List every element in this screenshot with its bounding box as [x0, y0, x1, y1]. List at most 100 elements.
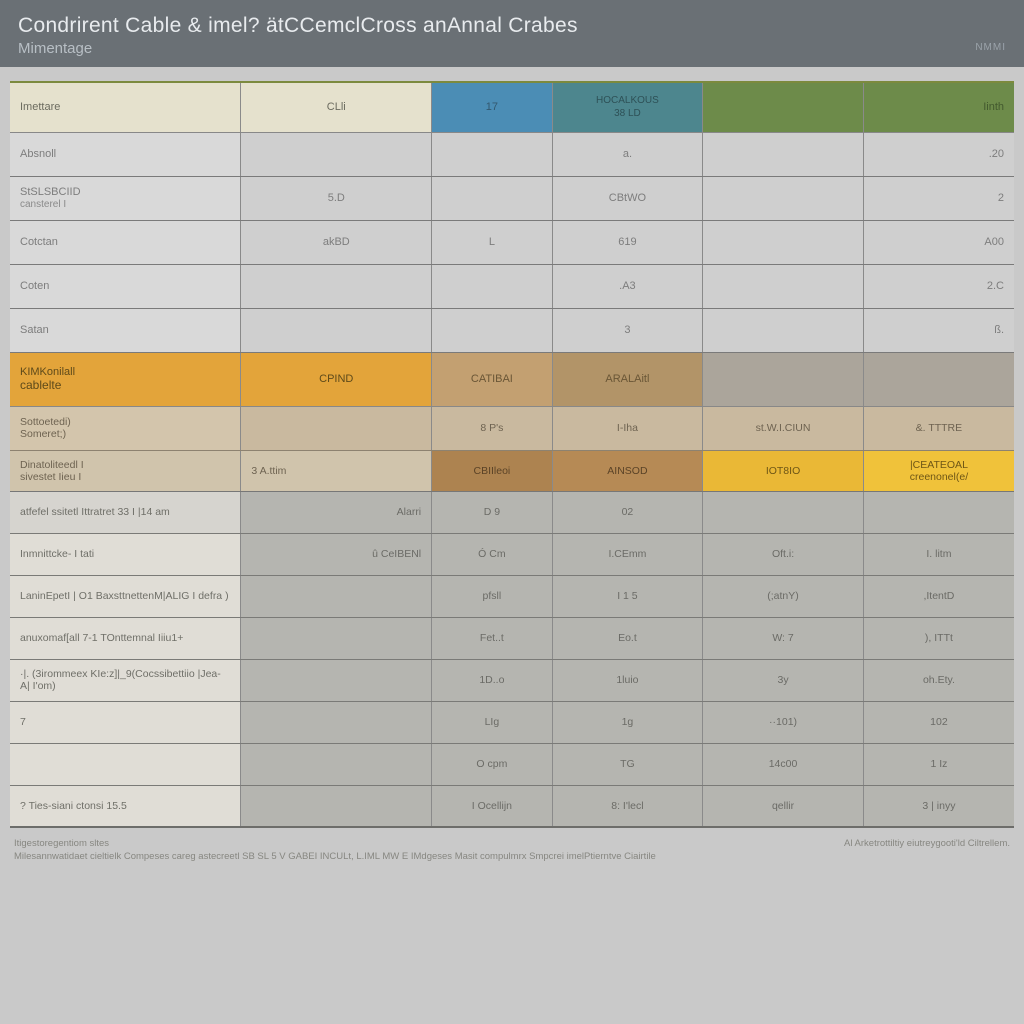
cell: a.: [552, 132, 703, 176]
cell: [703, 491, 864, 533]
mid-header-row: Dinatoliteedl I sivestet Iieu I 3 A.ttim…: [10, 450, 1014, 491]
table-row: LaninEpetI | O1 BaxsttnettenM|ALIG I def…: [10, 575, 1014, 617]
col-header-4: [703, 82, 864, 132]
row-label: 7: [10, 701, 241, 743]
cell: W: 7: [703, 617, 864, 659]
cell: 2: [863, 176, 1014, 220]
cell: 2.C: [863, 264, 1014, 308]
section-header-cell: ARALAitl: [552, 352, 703, 406]
cell: 3: [552, 308, 703, 352]
table-row: ? Ties-siani ctonsi 15.5 I Ocellijn 8: I…: [10, 785, 1014, 827]
cell: ), ITTt: [863, 617, 1014, 659]
cell: D 9: [432, 491, 552, 533]
row-label-sub: cansterel I: [20, 199, 230, 210]
header-right-label: NMMI: [975, 42, 1006, 53]
row-label-text: Sottoetedi): [20, 416, 71, 428]
col-header-2: 17: [432, 82, 552, 132]
cell: 02: [552, 491, 703, 533]
mid-header-cell-l1: |CEATEOAL: [910, 459, 968, 471]
row-label: [10, 743, 241, 785]
table-row: Cotctan akBD L 619 A00: [10, 220, 1014, 264]
table-row: 7 LIg 1g ··101) 102: [10, 701, 1014, 743]
row-label: Sottoetedi) Someret;): [10, 406, 241, 450]
mid-header-l2: sivestet Iieu I: [20, 471, 81, 483]
cell: 1g: [552, 701, 703, 743]
cell: ß.: [863, 308, 1014, 352]
page-title: Condrirent Cable & imel? ätCCemclCross a…: [18, 14, 578, 38]
cell: A00: [863, 220, 1014, 264]
row-label: Inmnittcke- I tati: [10, 533, 241, 575]
mid-header-cell: 3 A.ttim: [241, 450, 432, 491]
cell: [241, 308, 432, 352]
cell: CBtWO: [552, 176, 703, 220]
cell: &. TTTRE: [863, 406, 1014, 450]
row-label: Satan: [10, 308, 241, 352]
table-row: anuxomaf[all 7-1 TOnttemnal Iiiu1+ Fet..…: [10, 617, 1014, 659]
cell: oh.Ety.: [863, 659, 1014, 701]
mid-header-cell: IOT8IO: [703, 450, 864, 491]
cell: L: [432, 220, 552, 264]
row-label: Absnoll: [10, 132, 241, 176]
cell: Ó Cm: [432, 533, 552, 575]
section-header-cell: CPIND: [241, 352, 432, 406]
col-header-5: Iinth: [863, 82, 1014, 132]
footer-left-l1: Itigestoregentiom sltes: [14, 838, 656, 849]
cell: [432, 264, 552, 308]
cell: [703, 308, 864, 352]
table-row: Coten .A3 2.C: [10, 264, 1014, 308]
table-row: O cpm TG 14c00 1 Iz: [10, 743, 1014, 785]
cell: pfsll: [432, 575, 552, 617]
data-table: Imettare CLli 17 HOCALKOUS 38 LD Iinth A…: [10, 81, 1014, 828]
cell: [241, 659, 432, 701]
row-label: Coten: [10, 264, 241, 308]
col-header-3: HOCALKOUS 38 LD: [552, 82, 703, 132]
table-row: Sottoetedi) Someret;) 8 P's I-Iha st.W.I…: [10, 406, 1014, 450]
section-header-cell: [703, 352, 864, 406]
mid-header-cell: AINSOD: [552, 450, 703, 491]
cell: [703, 220, 864, 264]
table-row: ·|. (3irommeex KIe:z]|_9(Cocssibettiio |…: [10, 659, 1014, 701]
mid-header-cell: CBIIleoi: [432, 450, 552, 491]
cell: st.W.I.CIUN: [703, 406, 864, 450]
mid-header-label: Dinatoliteedl I sivestet Iieu I: [10, 450, 241, 491]
row-label-text: StSLSBCIID: [20, 186, 81, 198]
cell: akBD: [241, 220, 432, 264]
row-label: StSLSBCIID cansterel I: [10, 176, 241, 220]
cell: ,ItentD: [863, 575, 1014, 617]
cell: 8: I'lecl: [552, 785, 703, 827]
cell: [703, 264, 864, 308]
cell: 3 | inyy: [863, 785, 1014, 827]
cell: [241, 264, 432, 308]
cell: 14c00: [703, 743, 864, 785]
cell: Alarri: [241, 491, 432, 533]
cell: LIg: [432, 701, 552, 743]
cell: [241, 701, 432, 743]
cell: û CeIBENl: [241, 533, 432, 575]
cell: TG: [552, 743, 703, 785]
cell: [432, 176, 552, 220]
cell: Eo.t: [552, 617, 703, 659]
mid-header-l1: Dinatoliteedl I: [20, 459, 84, 471]
col-header-1: CLli: [241, 82, 432, 132]
cell: [863, 491, 1014, 533]
table-row: StSLSBCIID cansterel I 5.D CBtWO 2: [10, 176, 1014, 220]
row-label: Cotctan: [10, 220, 241, 264]
footer: Itigestoregentiom sltes Milesannwatidaet…: [0, 828, 1024, 870]
cell: I. litm: [863, 533, 1014, 575]
cell: .A3: [552, 264, 703, 308]
cell: [241, 575, 432, 617]
cell: (;atnY): [703, 575, 864, 617]
table-header-row: Imettare CLli 17 HOCALKOUS 38 LD Iinth: [10, 82, 1014, 132]
table-row: Absnoll a. .20: [10, 132, 1014, 176]
cell: qellir: [703, 785, 864, 827]
col-header-0: Imettare: [10, 82, 241, 132]
section-header-label: KIMKonilall cablelte: [10, 352, 241, 406]
cell: I Ocellijn: [432, 785, 552, 827]
section-header-l1: KIMKonilall: [20, 366, 75, 378]
section-header-l2: cablelte: [20, 378, 61, 392]
row-label: ? Ties-siani ctonsi 15.5: [10, 785, 241, 827]
cell: [703, 176, 864, 220]
cell: [241, 785, 432, 827]
cell: I-Iha: [552, 406, 703, 450]
cell: Oft.i:: [703, 533, 864, 575]
